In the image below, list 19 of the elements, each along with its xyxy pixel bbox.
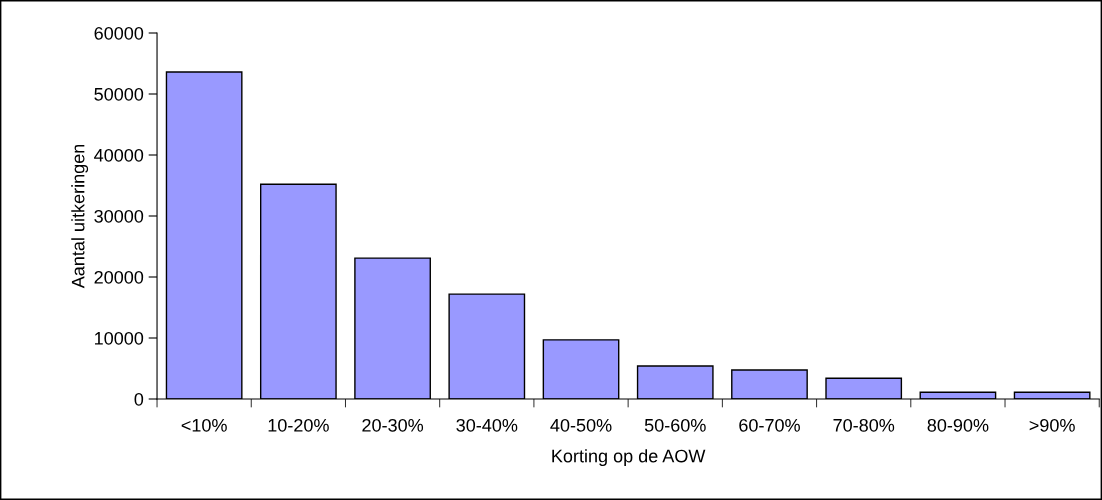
y-tick-label: 60000: [94, 26, 144, 40]
x-tick-label: 70-80%: [833, 418, 895, 432]
x-tick-label: 80-90%: [927, 418, 989, 432]
y-tick-label: 40000: [94, 148, 144, 162]
x-tick-label: 40-50%: [550, 418, 612, 432]
y-tick-label: 50000: [94, 87, 144, 101]
y-axis-title: Aantal uitkeringen: [71, 144, 89, 289]
x-axis-title: Korting op de AOW: [552, 449, 706, 466]
y-tick-label: 20000: [94, 270, 144, 284]
x-tick-label: 20-30%: [362, 418, 424, 432]
x-tick-label: 60-70%: [739, 418, 800, 432]
x-tick-label: 30-40%: [456, 418, 518, 432]
x-tick-label: 50-60%: [644, 418, 706, 432]
x-tick-label: <10%: [181, 418, 227, 432]
y-tick-label: 10000: [95, 331, 144, 345]
y-tick-label: 0: [134, 392, 144, 406]
x-tick-label: 10-20%: [268, 418, 329, 432]
y-tick-label: 30000: [94, 209, 144, 223]
x-tick-label: >90%: [1029, 418, 1075, 432]
